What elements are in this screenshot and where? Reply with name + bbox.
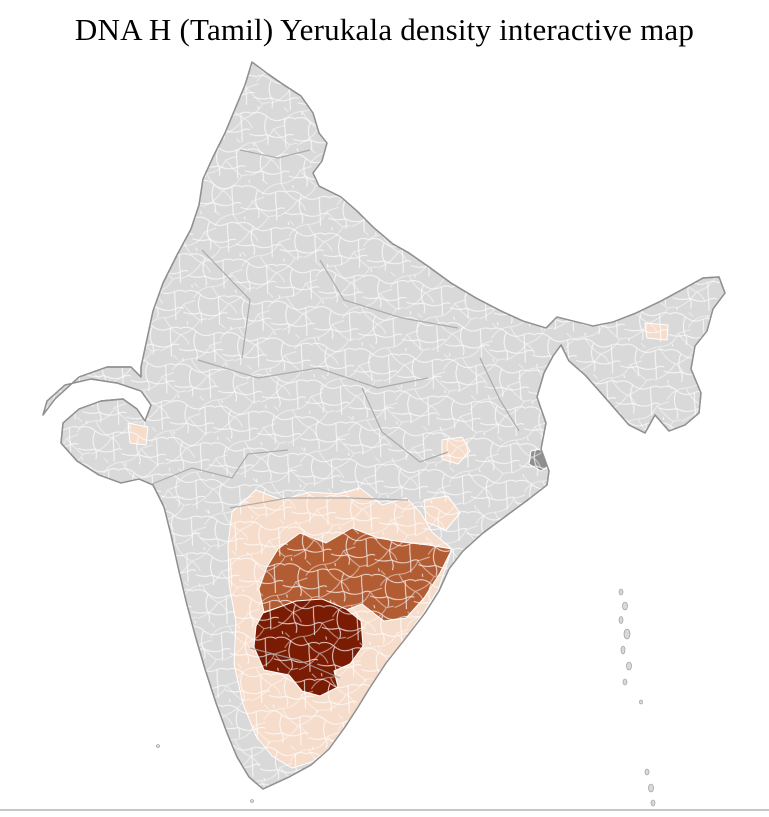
island (618, 616, 624, 624)
page-title: DNA H (Tamil) Yerukala density interacti… (74, 12, 695, 47)
island (620, 645, 626, 655)
island (648, 783, 654, 793)
island (644, 768, 650, 776)
island-chain (156, 588, 656, 807)
island (618, 588, 624, 596)
island (156, 744, 160, 748)
base-map[interactable] (42, 61, 726, 790)
island (250, 799, 254, 803)
bottom-divider (0, 809, 769, 811)
low-density-region[interactable] (644, 322, 669, 341)
low-density-region[interactable] (127, 422, 149, 446)
island (650, 799, 656, 807)
island (623, 628, 631, 640)
state-borders (151, 149, 520, 679)
island (622, 601, 628, 611)
island (622, 678, 628, 686)
island (639, 699, 643, 705)
island (626, 661, 632, 671)
